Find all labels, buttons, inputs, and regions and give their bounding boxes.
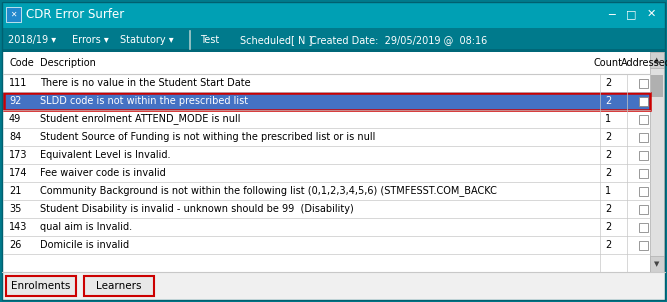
- Bar: [639, 169, 648, 178]
- Text: 2018/19 ▾: 2018/19 ▾: [8, 35, 56, 45]
- Text: Description: Description: [40, 58, 96, 68]
- Text: 173: 173: [9, 150, 27, 160]
- Bar: [2, 28, 665, 52]
- Text: 2: 2: [605, 132, 611, 142]
- Bar: [639, 79, 648, 88]
- Text: Student enrolment ATTEND_MODE is null: Student enrolment ATTEND_MODE is null: [40, 114, 241, 124]
- Text: Equivalent Level is Invalid.: Equivalent Level is Invalid.: [40, 150, 171, 160]
- Bar: [650, 52, 664, 272]
- Bar: [650, 256, 664, 272]
- Text: Student Source of Funding is not withing the prescribed list or is null: Student Source of Funding is not withing…: [40, 132, 376, 142]
- Bar: [639, 204, 648, 214]
- Bar: [2, 0, 665, 28]
- Text: 1: 1: [605, 186, 611, 196]
- Text: Community Background is not within the following list (0,1,2,3,4,5,6) (STMFESST.: Community Background is not within the f…: [40, 185, 497, 197]
- Text: 2: 2: [605, 168, 611, 178]
- Text: □: □: [626, 9, 636, 19]
- Bar: [84, 276, 154, 296]
- Bar: [639, 187, 648, 195]
- Text: Count: Count: [594, 58, 622, 68]
- Text: ✕: ✕: [10, 10, 17, 19]
- Bar: [2, 272, 665, 300]
- Text: Student Disability is invalid - unknown should be 99  (Disability): Student Disability is invalid - unknown …: [40, 204, 354, 214]
- Text: 35: 35: [9, 204, 21, 214]
- Bar: [651, 75, 663, 97]
- Text: Addressed: Addressed: [620, 58, 667, 68]
- Text: ▼: ▼: [654, 261, 660, 267]
- Text: Statutory ▾: Statutory ▾: [120, 35, 173, 45]
- Bar: [2, 49, 665, 52]
- Text: Enrolments: Enrolments: [11, 281, 71, 291]
- Text: There is no value in the Student Start Date: There is no value in the Student Start D…: [40, 78, 251, 88]
- Text: 49: 49: [9, 114, 21, 124]
- Bar: [639, 240, 648, 249]
- Text: 2: 2: [605, 96, 611, 106]
- Text: 111: 111: [9, 78, 27, 88]
- Text: ─: ─: [608, 9, 614, 19]
- Bar: [639, 150, 648, 159]
- Bar: [650, 52, 664, 68]
- Text: SLDD code is not within the prescribed list: SLDD code is not within the prescribed l…: [40, 96, 248, 106]
- Text: 2: 2: [605, 204, 611, 214]
- Text: Scheduled[ N ]: Scheduled[ N ]: [240, 35, 312, 45]
- Bar: [3, 92, 650, 110]
- Text: Domicile is invalid: Domicile is invalid: [40, 240, 129, 250]
- Text: Learners: Learners: [96, 281, 142, 291]
- Bar: [639, 114, 648, 124]
- Text: 1: 1: [605, 114, 611, 124]
- Bar: [3, 52, 650, 272]
- Text: Code: Code: [9, 58, 34, 68]
- Bar: [639, 97, 648, 105]
- Bar: [6, 7, 21, 22]
- Text: 143: 143: [9, 222, 27, 232]
- Text: 2: 2: [605, 78, 611, 88]
- Text: 2: 2: [605, 240, 611, 250]
- Bar: [6, 276, 76, 296]
- Text: Test: Test: [200, 35, 219, 45]
- Text: ✕: ✕: [646, 9, 656, 19]
- Bar: [639, 133, 648, 142]
- Text: Fee waiver code is invalid: Fee waiver code is invalid: [40, 168, 166, 178]
- Text: 2: 2: [605, 150, 611, 160]
- Text: 174: 174: [9, 168, 27, 178]
- Text: qual aim is Invalid.: qual aim is Invalid.: [40, 222, 132, 232]
- Text: CDR Error Surfer: CDR Error Surfer: [26, 8, 124, 21]
- Text: 84: 84: [9, 132, 21, 142]
- Bar: [3, 92, 650, 110]
- Bar: [639, 223, 648, 232]
- Text: Created Date:  29/05/2019 @  08:16: Created Date: 29/05/2019 @ 08:16: [310, 35, 488, 45]
- Text: 21: 21: [9, 186, 21, 196]
- Text: ▲: ▲: [654, 57, 660, 63]
- Text: 2: 2: [605, 222, 611, 232]
- Text: 92: 92: [9, 96, 21, 106]
- Text: 26: 26: [9, 240, 21, 250]
- Text: Errors ▾: Errors ▾: [72, 35, 109, 45]
